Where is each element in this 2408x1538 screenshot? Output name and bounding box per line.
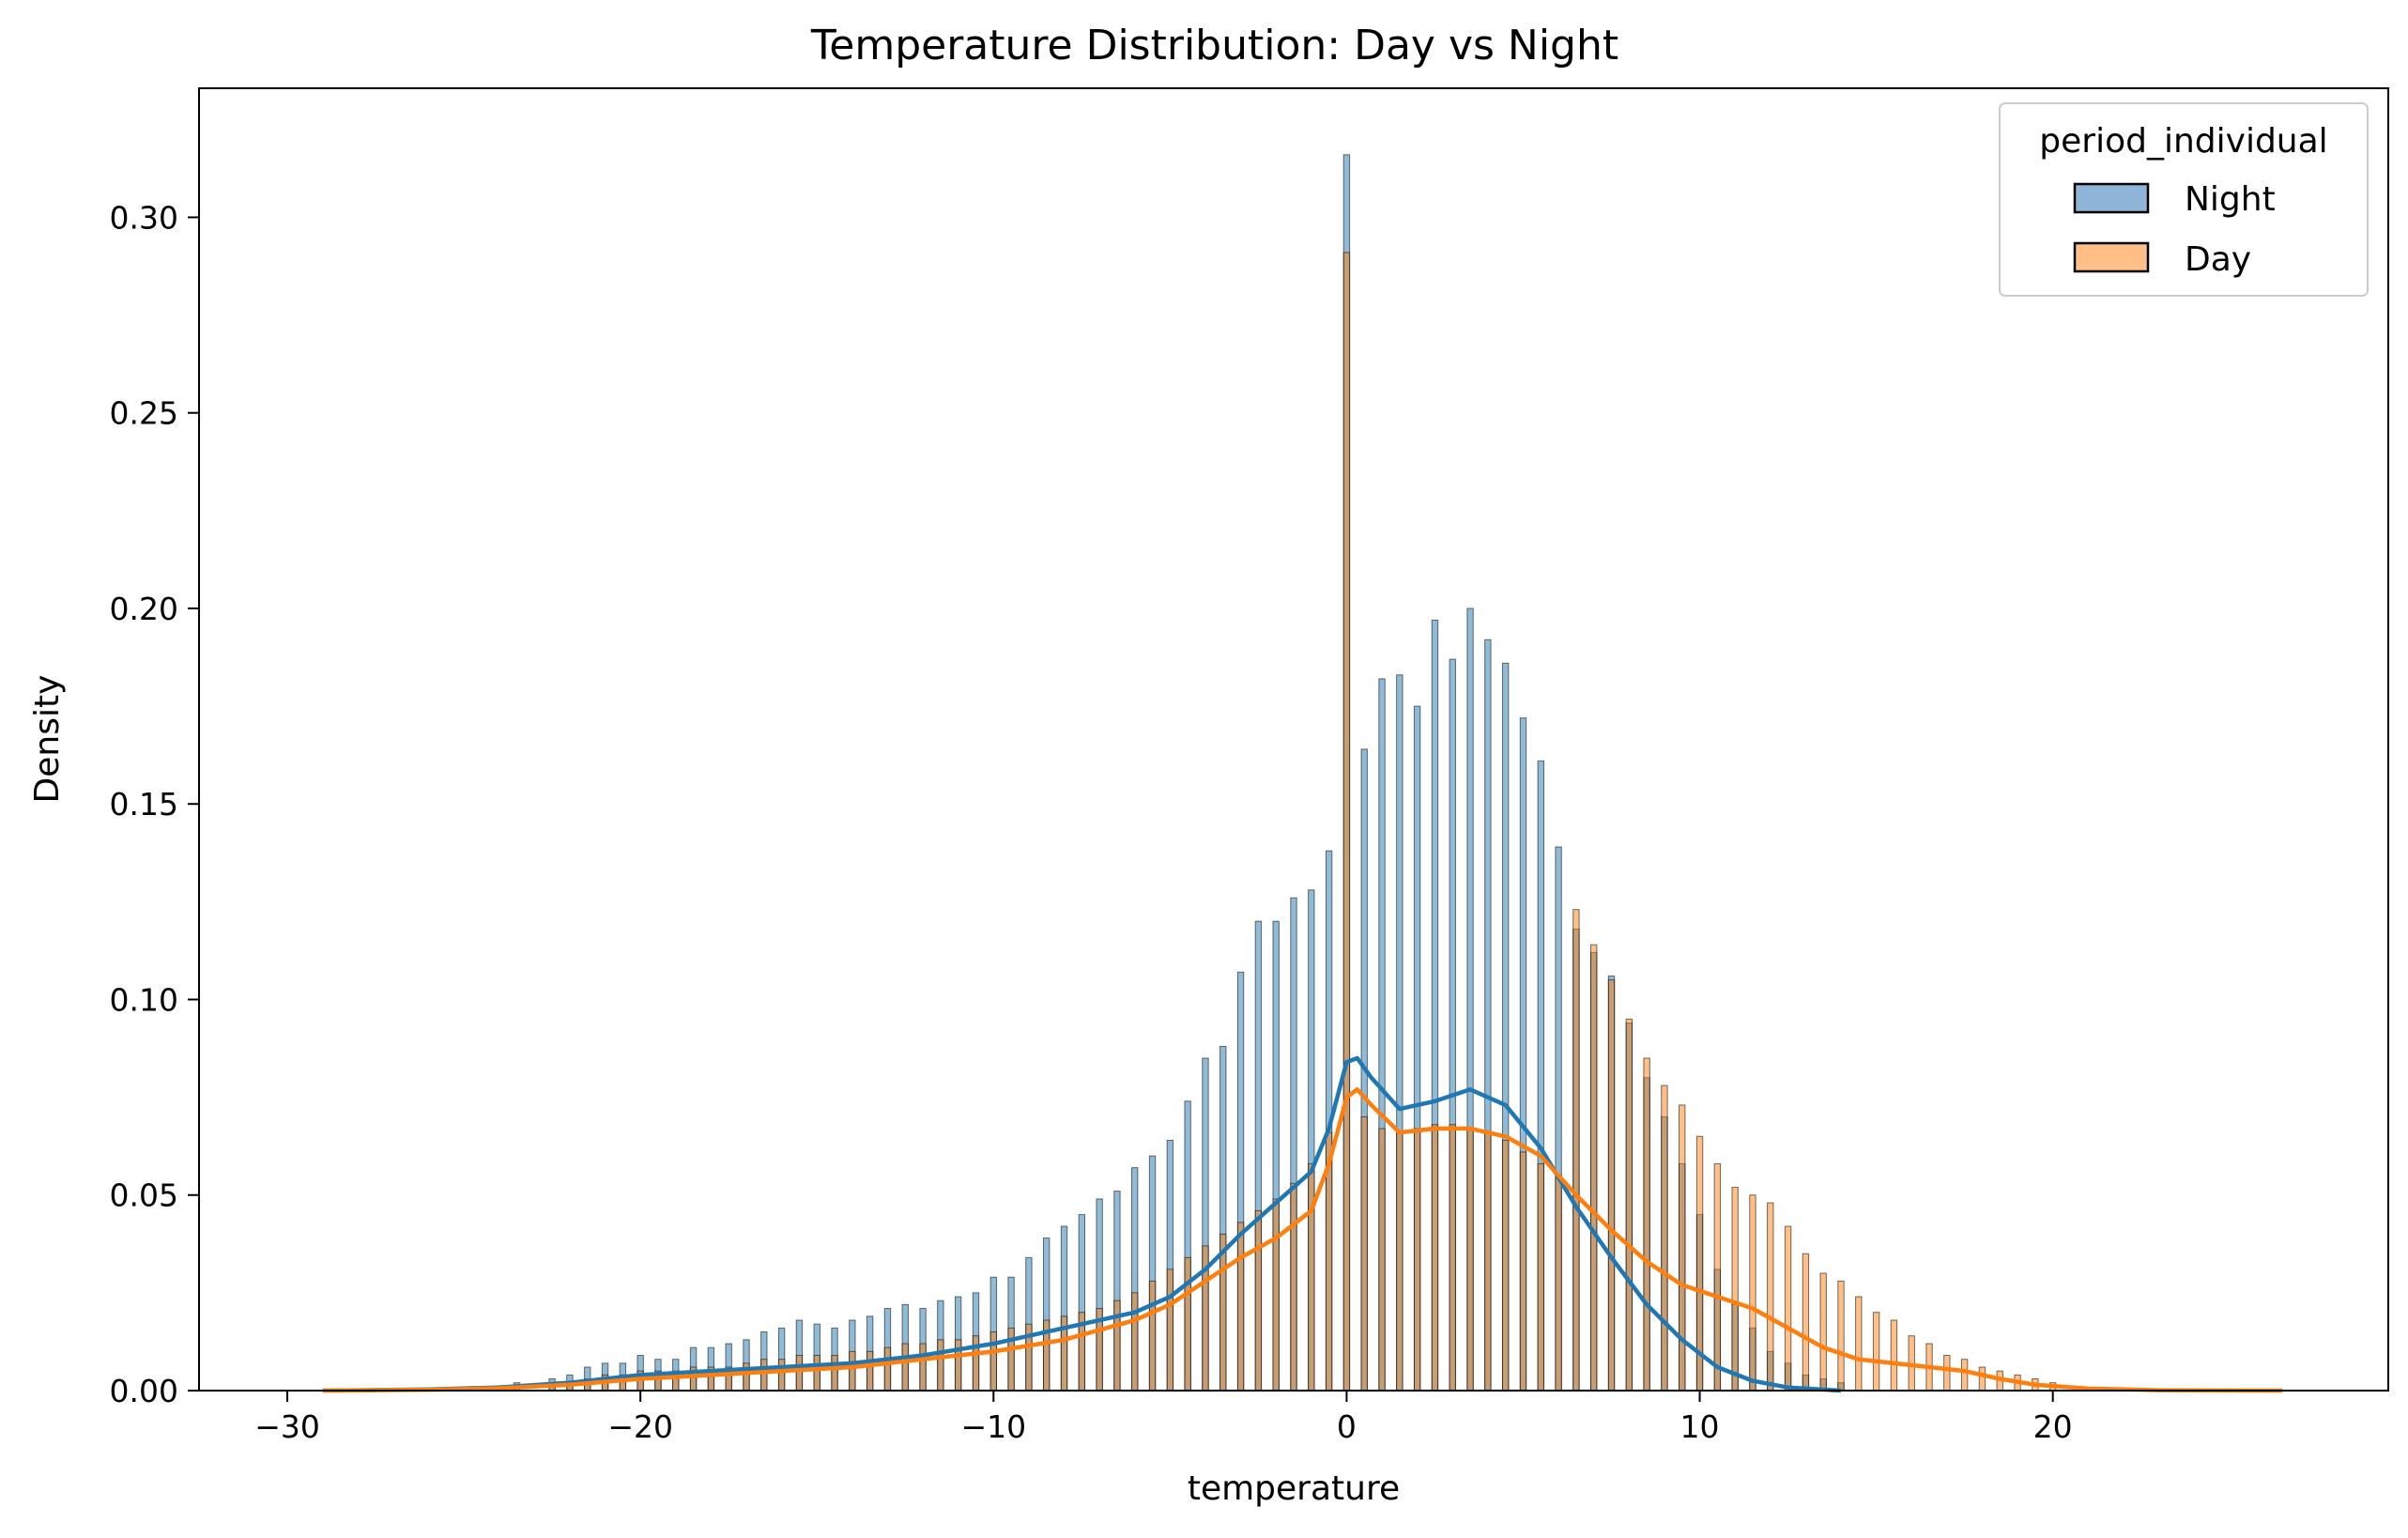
bar-day (1131, 1292, 1139, 1392)
y-tick-label: 0.30 (110, 199, 178, 236)
bar-day (1661, 1084, 1668, 1392)
legend-swatch-day (2073, 241, 2150, 273)
bar-day (795, 1355, 804, 1392)
legend-label-night: Night (2185, 180, 2276, 219)
bar-day (1431, 1124, 1439, 1392)
bar-day (937, 1339, 944, 1392)
bar-day (1308, 1162, 1315, 1392)
bar-day (849, 1350, 856, 1392)
bar-day (1872, 1312, 1880, 1392)
bar-day (1148, 1280, 1157, 1392)
bar-day (1501, 1139, 1510, 1392)
bar-day (1802, 1253, 1810, 1392)
bar-day (1396, 1131, 1403, 1392)
bar-day (1360, 1115, 1368, 1392)
bar-day (1290, 1182, 1297, 1392)
bar-day (883, 1346, 892, 1392)
legend-label-day: Day (2185, 240, 2251, 279)
bar-day (1519, 1151, 1527, 1392)
bar-day (1643, 1057, 1650, 1392)
legend-swatch-night (2073, 182, 2150, 214)
bar-day (831, 1355, 838, 1392)
x-tick-label: −30 (254, 1408, 320, 1445)
bar-day (1784, 1225, 1792, 1392)
bar-day (1855, 1296, 1863, 1392)
bar-day (1272, 1198, 1280, 1392)
bar-day (760, 1359, 768, 1392)
bar-day (1679, 1104, 1686, 1392)
bar-day (1466, 1128, 1474, 1392)
y-tick-label: 0.20 (110, 591, 178, 627)
bar-day (1731, 1186, 1739, 1392)
bar-day (1819, 1272, 1827, 1392)
y-axis-label: Density (28, 675, 67, 804)
kde-curves (322, 1055, 2283, 1393)
bar-day (1837, 1280, 1845, 1392)
bar-day (1537, 1162, 1544, 1392)
bar-day (1625, 1018, 1633, 1392)
x-axis-label: temperature (1188, 1469, 1400, 1508)
y-tick-label: 0.05 (110, 1177, 178, 1214)
bar-day (777, 1359, 786, 1392)
bar-day (1413, 1128, 1421, 1392)
bar-day (919, 1343, 927, 1392)
bar-day (1236, 1222, 1245, 1392)
x-tick-label: 0 (1337, 1408, 1357, 1445)
bar-day (813, 1355, 821, 1392)
bar-day (1572, 909, 1580, 1392)
bar-day (1943, 1355, 1951, 1392)
bar-day (1555, 1175, 1562, 1392)
x-tick-label: −20 (607, 1408, 673, 1445)
bar-day (866, 1350, 874, 1392)
y-tick-label: 0.25 (110, 395, 178, 432)
bar-day (1713, 1162, 1722, 1392)
plot-area (198, 87, 2389, 1393)
y-tick-label: 0.00 (110, 1373, 178, 1409)
bar-day (901, 1343, 909, 1392)
bar-day (1449, 1124, 1456, 1392)
legend-title: period_individual (2039, 122, 2327, 161)
y-axis: 0.00 0.05 0.10 0.15 0.20 0.25 0.30 (110, 199, 199, 1409)
y-tick-label: 0.15 (110, 786, 178, 823)
plot-frame (198, 87, 2389, 1392)
bar-day (1607, 979, 1616, 1392)
bar-day (1166, 1269, 1174, 1392)
x-tick-label: 10 (1680, 1408, 1720, 1445)
bar-day (1484, 1131, 1492, 1392)
bar-day (1767, 1202, 1774, 1392)
bar-day (972, 1335, 980, 1392)
x-axis: −30 −20 −10 0 10 20 (254, 1391, 2073, 1445)
bar-day (989, 1331, 997, 1392)
kde-line-night (322, 1055, 1842, 1393)
x-tick-label: −10 (960, 1408, 1026, 1445)
bar-day (1960, 1359, 1969, 1392)
bar-day (1749, 1194, 1756, 1392)
kde-line-day (322, 1087, 2283, 1393)
bar-day (1342, 252, 1351, 1392)
bar-day (1184, 1256, 1191, 1392)
chart-title: Temperature Distribution: Day vs Night (810, 22, 1618, 69)
bar-day (1978, 1366, 1986, 1392)
x-tick-label: 20 (2033, 1408, 2073, 1445)
y-tick-label: 0.10 (110, 981, 178, 1018)
bar-day (1378, 1128, 1386, 1392)
bar-day (1590, 944, 1598, 1392)
bar-day (1219, 1233, 1227, 1392)
legend: period_individual Night Day (1999, 102, 2369, 297)
bar-day (1890, 1319, 1898, 1392)
bar-day (1254, 1209, 1263, 1392)
